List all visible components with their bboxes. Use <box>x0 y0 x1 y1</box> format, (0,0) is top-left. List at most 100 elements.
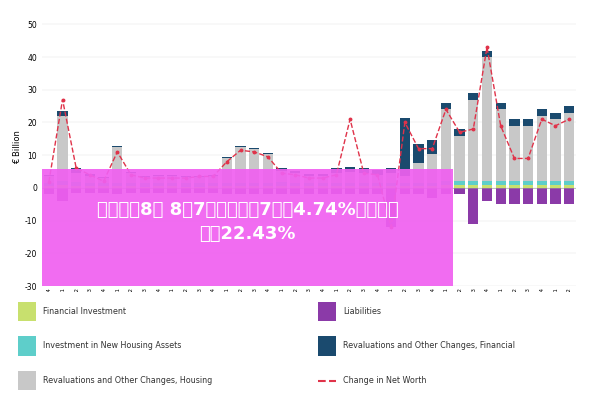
Text: Revaluations and Other Changes, Housing: Revaluations and Other Changes, Housing <box>43 376 212 385</box>
Bar <box>140 177 150 183</box>
Bar <box>277 170 287 182</box>
Bar <box>290 188 301 194</box>
Bar <box>98 183 109 186</box>
Bar <box>85 188 95 193</box>
Bar <box>386 183 396 186</box>
Bar <box>71 172 82 182</box>
Bar <box>373 186 383 188</box>
Bar <box>413 183 424 186</box>
Bar <box>317 188 328 194</box>
Bar <box>564 113 574 181</box>
Bar <box>359 183 369 186</box>
Bar <box>359 188 369 194</box>
Bar <box>386 186 396 188</box>
Bar <box>71 186 82 188</box>
Bar <box>277 182 287 186</box>
Bar <box>44 186 54 188</box>
Bar <box>454 129 465 136</box>
Bar <box>290 170 301 173</box>
Bar <box>304 176 314 183</box>
Bar <box>71 182 82 186</box>
Bar <box>400 176 410 183</box>
Bar <box>318 302 336 321</box>
Text: Change in Net Worth: Change in Net Worth <box>343 376 427 385</box>
Bar <box>317 174 328 176</box>
Bar <box>153 183 164 186</box>
Bar <box>441 188 451 194</box>
Bar <box>58 185 68 188</box>
Bar <box>427 140 437 154</box>
Bar <box>345 172 355 183</box>
Bar <box>441 103 451 109</box>
Bar <box>536 116 547 181</box>
Text: Liabilities: Liabilities <box>343 307 381 316</box>
Text: 股票配赆8倍 8月7日科达转偄7下跤4.74%，转股溢
价猇22.43%: 股票配赆8倍 8月7日科达转偄7下跤4.74%，转股溢 价猇22.43% <box>97 201 398 242</box>
Bar <box>345 167 355 172</box>
Bar <box>482 57 492 181</box>
Bar <box>427 186 437 188</box>
Bar <box>277 186 287 188</box>
Bar <box>509 188 520 204</box>
Bar <box>222 188 232 194</box>
Bar <box>482 188 492 201</box>
Bar <box>140 186 150 188</box>
Bar <box>496 188 506 204</box>
Bar <box>140 183 150 186</box>
Bar <box>181 186 191 188</box>
Bar <box>249 186 259 188</box>
Bar <box>468 188 478 224</box>
Bar <box>523 119 533 126</box>
Bar <box>194 186 205 188</box>
Bar <box>386 188 396 227</box>
Bar <box>454 181 465 185</box>
Bar <box>427 183 437 186</box>
Bar <box>263 188 273 194</box>
Bar <box>140 188 150 193</box>
Bar <box>277 168 287 170</box>
Bar <box>304 174 314 176</box>
Bar <box>413 186 424 188</box>
Bar <box>331 173 341 183</box>
Bar <box>496 109 506 181</box>
Bar <box>564 181 574 185</box>
Bar <box>167 183 177 186</box>
Bar <box>331 168 341 173</box>
Bar <box>359 168 369 173</box>
Bar <box>482 185 492 188</box>
Bar <box>468 185 478 188</box>
Bar <box>71 168 82 172</box>
Bar <box>126 188 136 193</box>
Bar <box>290 173 301 183</box>
Bar <box>482 181 492 185</box>
Bar <box>71 188 82 193</box>
Bar <box>112 188 122 194</box>
Text: Financial Investment: Financial Investment <box>43 307 126 316</box>
Bar <box>441 185 451 188</box>
Bar <box>126 183 136 186</box>
Bar <box>181 176 191 177</box>
Bar <box>167 188 177 193</box>
Bar <box>18 302 36 321</box>
Bar <box>509 185 520 188</box>
Bar <box>496 103 506 109</box>
Bar <box>304 183 314 186</box>
Bar <box>58 116 68 181</box>
Bar <box>263 183 273 186</box>
Bar <box>523 181 533 185</box>
Bar <box>98 178 109 183</box>
Bar <box>263 152 273 154</box>
Bar <box>536 181 547 185</box>
Bar <box>153 188 164 193</box>
Bar <box>550 181 560 185</box>
Bar <box>208 176 218 183</box>
Bar <box>58 188 68 201</box>
Bar <box>359 186 369 188</box>
Bar <box>386 173 396 183</box>
Bar <box>112 186 122 188</box>
Bar <box>509 126 520 181</box>
Bar <box>468 100 478 181</box>
Bar <box>18 336 36 356</box>
Bar <box>536 188 547 204</box>
Bar <box>564 188 574 204</box>
Bar <box>249 183 259 186</box>
